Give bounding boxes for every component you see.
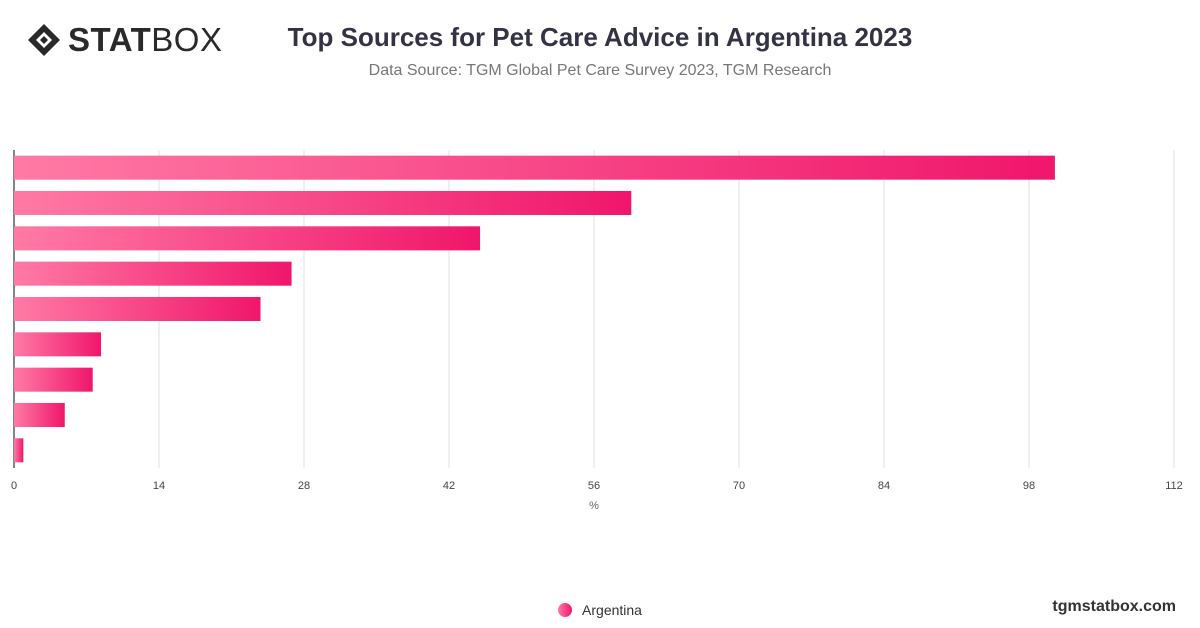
x-axis-label: % [589, 500, 599, 512]
bar-1[interactable] [14, 155, 1055, 180]
chart-title: Top Sources for Pet Care Advice in Argen… [287, 22, 913, 52]
bar-2[interactable] [14, 190, 632, 216]
x-tick-label: 70 [733, 480, 745, 492]
legend: Argentina [0, 602, 1200, 618]
x-tick-label: 0 [11, 480, 17, 492]
bar-6[interactable] [14, 332, 101, 357]
logo-bold-text: STAT [68, 21, 152, 58]
bars [14, 155, 1055, 463]
statbox-logo: STATBOX [26, 22, 222, 58]
logo-thin-text: BOX [151, 21, 223, 58]
x-tick-label: 84 [878, 480, 890, 492]
bar-5[interactable] [14, 296, 261, 322]
bar-9[interactable] [14, 438, 24, 463]
website-footer[interactable]: tgmstatbox.com [1052, 598, 1176, 615]
logo-wordmark: STATBOX [68, 22, 222, 58]
bar-8[interactable] [14, 402, 65, 428]
bar-4[interactable] [14, 261, 292, 286]
chart-subtitle: Data Source: TGM Global Pet Care Survey … [368, 62, 832, 79]
x-tick-label: 56 [588, 480, 600, 492]
x-tick-label: 112 [1165, 480, 1183, 492]
legend-swatch-argentina [558, 603, 573, 617]
x-tick-label: 28 [298, 480, 310, 492]
bar-7[interactable] [14, 367, 93, 392]
x-tick-label: 42 [443, 480, 455, 492]
x-axis-ticks: 0 14 28 42 56 70 84 98 112 [11, 480, 1183, 492]
bar-3[interactable] [14, 226, 481, 251]
legend-label-argentina: Argentina [582, 602, 642, 618]
x-tick-label: 98 [1023, 480, 1035, 492]
diamond-logo-icon [28, 24, 60, 56]
x-tick-label: 14 [153, 480, 165, 492]
